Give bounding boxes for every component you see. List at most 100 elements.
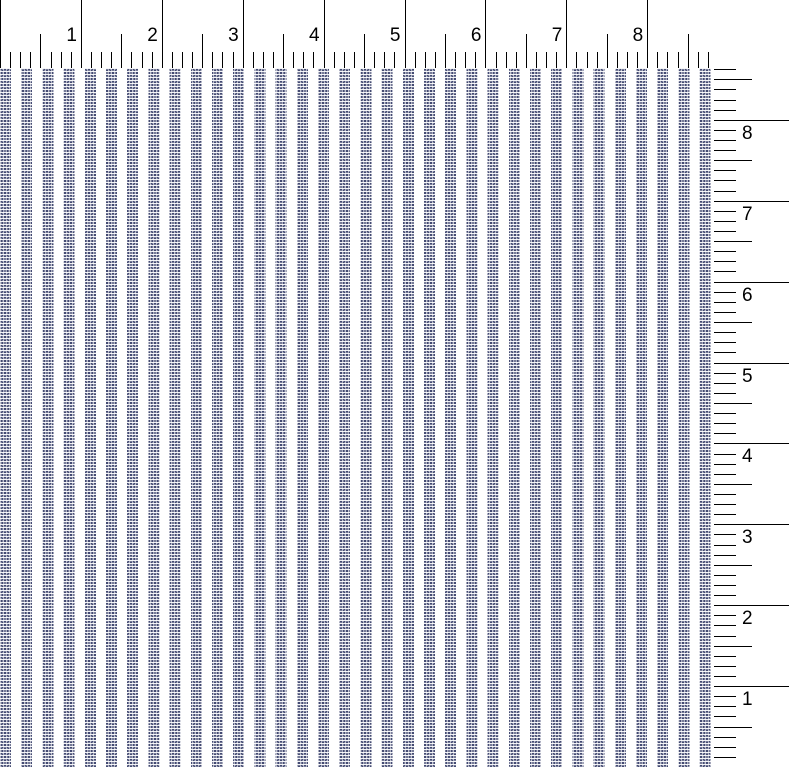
ruler-tick-minor [151, 52, 153, 68]
ruler-tick-minor [475, 52, 477, 68]
ruler-tick-half [714, 79, 752, 81]
ruler-label-h-4: 4 [309, 25, 320, 46]
ruler-tick-half [687, 34, 689, 68]
ruler-tick-half [525, 34, 527, 68]
ruler-tick-major [647, 0, 649, 68]
ruler-tick-minor [714, 109, 736, 111]
ruler-tick-minor [556, 52, 558, 68]
ruler-tick-minor [707, 52, 709, 68]
ruler-tick-minor [576, 52, 578, 68]
ruler-tick-minor [30, 52, 32, 68]
ruler-tick-minor [714, 291, 736, 293]
ruler-tick-minor [714, 332, 736, 334]
ruler-tick-major [714, 686, 789, 688]
ruler-tick-major [714, 200, 789, 202]
ruler-tick-minor [714, 352, 736, 354]
ruler-tick-minor [586, 52, 588, 68]
ruler-tick-minor [714, 150, 736, 152]
ruler-tick-half [283, 34, 285, 68]
ruler-tick-minor [714, 89, 736, 91]
ruler-tick-minor [10, 52, 12, 68]
ruler-tick-major [714, 119, 789, 121]
ruler-tick-minor [171, 52, 173, 68]
ruler-tick-minor [714, 574, 736, 576]
ruler-tick-minor [714, 190, 736, 192]
ruler-tick-half [714, 564, 752, 566]
ruler-tick-minor [222, 52, 224, 68]
ruler-tick-minor [714, 99, 736, 101]
ruler-tick-half [444, 34, 446, 68]
ruler-tick-minor [714, 665, 736, 667]
ruler-tick-minor [273, 52, 275, 68]
ruler-tick-major [404, 0, 406, 68]
ruler-tick-minor [714, 301, 736, 303]
ruler-tick-minor [131, 52, 133, 68]
ruler-label-v-6: 6 [742, 284, 753, 306]
ruler-tick-minor [714, 392, 736, 394]
ruler-label-h-5: 5 [389, 25, 401, 46]
ruler-tick-minor [714, 251, 736, 253]
ruler-tick-minor [515, 52, 517, 68]
ruler-tick-minor [596, 52, 598, 68]
ruler-tick-minor [714, 584, 736, 586]
ruler-tick-minor [343, 52, 345, 68]
ruler-tick-major [485, 0, 487, 68]
ruler-label-v-7: 7 [742, 203, 753, 225]
ruler-tick-minor [714, 220, 736, 222]
ruler-tick-minor [697, 52, 699, 68]
ruler-tick-minor [535, 52, 537, 68]
ruler-tick-major [714, 362, 789, 364]
ruler-tick-minor [714, 473, 736, 475]
ruler-tick-major [161, 0, 163, 68]
ruler-tick-minor [394, 52, 396, 68]
ruler-tick-minor [714, 544, 736, 546]
ruler-tick-minor [101, 52, 103, 68]
ruler-label-h-1: 1 [66, 25, 77, 46]
ruler-tick-minor [303, 52, 305, 68]
ruler-tick-minor [353, 52, 355, 68]
ruler-tick-minor [714, 271, 736, 273]
ruler-tick-minor [232, 52, 234, 68]
ruler-tick-minor [714, 231, 736, 233]
ruler-tick-minor [626, 52, 628, 68]
ruler-tick-minor [384, 52, 386, 68]
ruler-tick-minor [192, 52, 194, 68]
ruler-tick-minor [70, 52, 72, 68]
ruler-tick-minor [714, 433, 736, 435]
ruler-tick-minor [714, 413, 736, 415]
ruler-tick-half [714, 241, 752, 243]
ruler-tick-minor [714, 756, 736, 758]
ruler-tick-minor [374, 52, 376, 68]
ruler-tick-major [714, 443, 789, 445]
ruler-label-h-3: 3 [228, 25, 239, 46]
ruler-tick-minor [677, 52, 679, 68]
ruler-label-v-2: 2 [742, 608, 753, 630]
vertical-inch-ruler: 1 2 3 4 5 6 7 8 [714, 0, 789, 767]
ruler-tick-minor [293, 52, 295, 68]
ruler-tick-minor [714, 736, 736, 738]
ruler-tick-minor [714, 423, 736, 425]
ruler-tick-minor [714, 716, 736, 718]
ruler-label-h-2: 2 [147, 25, 158, 46]
ruler-label-h-7: 7 [551, 25, 563, 46]
fabric-stripe-pattern [0, 68, 714, 767]
ruler-tick-minor [714, 180, 736, 182]
ruler-tick-half [714, 322, 752, 324]
ruler-tick-minor [714, 635, 736, 637]
ruler-tick-minor [714, 69, 736, 71]
ruler-tick-minor [714, 514, 736, 516]
ruler-tick-minor [505, 52, 507, 68]
ruler-tick-half [714, 726, 752, 728]
ruler-tick-major [0, 0, 1, 68]
ruler-tick-minor [714, 140, 736, 142]
ruler-tick-minor [333, 52, 335, 68]
ruler-tick-minor [714, 504, 736, 506]
ruler-tick-half [40, 34, 42, 68]
ruler-tick-minor [714, 372, 736, 374]
ruler-tick-half [714, 645, 752, 647]
ruler-label-h-8: 8 [632, 25, 644, 46]
ruler-tick-minor [182, 52, 184, 68]
ruler-tick-minor [616, 52, 618, 68]
ruler-tick-major [242, 0, 244, 68]
